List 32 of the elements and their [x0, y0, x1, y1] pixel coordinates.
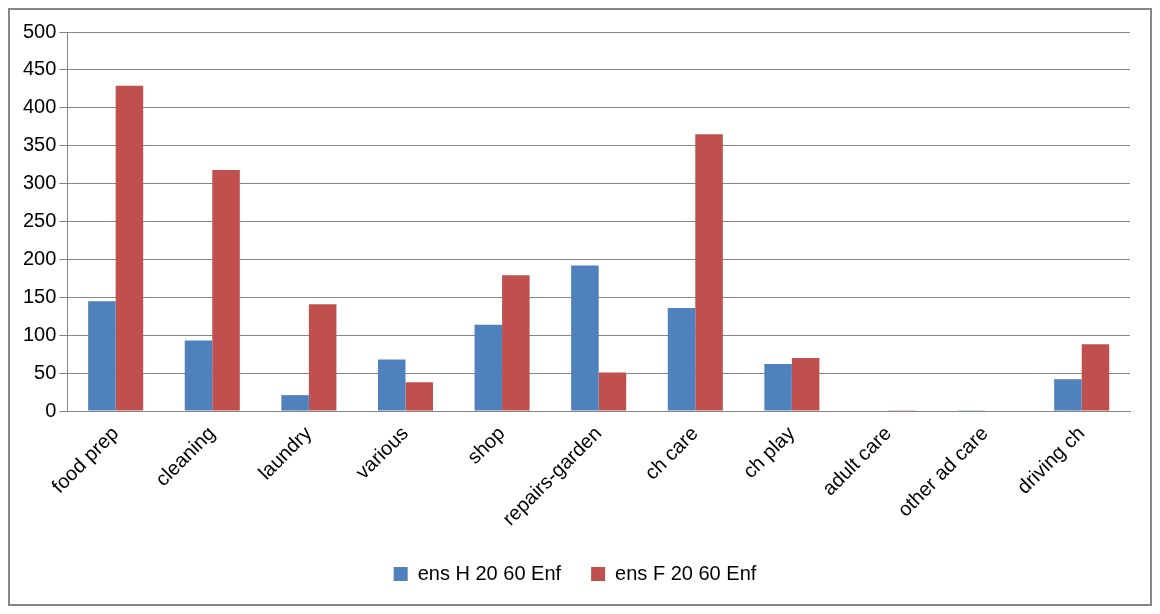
legend-label: ens F 20 60 Enf	[615, 561, 757, 584]
bar	[764, 364, 792, 411]
bar	[212, 169, 240, 411]
bar	[791, 357, 820, 411]
y-tick-label: 400	[22, 95, 57, 118]
y-tick-label: 350	[22, 133, 57, 156]
bar	[184, 340, 213, 411]
bar	[667, 307, 696, 411]
bar	[1081, 344, 1110, 411]
bar	[1054, 379, 1082, 411]
y-tick-label: 250	[22, 209, 57, 232]
bar	[308, 304, 337, 411]
bar	[115, 85, 144, 411]
y-tick-label: 100	[22, 322, 57, 345]
y-tick-label: 150	[22, 284, 57, 307]
y-tick-label: 500	[22, 19, 57, 42]
y-tick-label: 200	[22, 246, 57, 269]
bar	[571, 265, 599, 411]
bar	[502, 275, 530, 411]
bar	[405, 382, 434, 411]
y-tick-label: 300	[22, 171, 57, 194]
bar	[377, 359, 406, 411]
bar	[281, 395, 309, 411]
x-tick-label: ch care	[640, 421, 703, 484]
bar	[88, 301, 116, 411]
y-tick-label: 0	[45, 398, 57, 421]
y-tick-label: 50	[34, 360, 57, 383]
bar	[598, 372, 627, 411]
y-tick-label: 450	[22, 57, 57, 80]
legend-label: ens H 20 60 Enf	[417, 561, 562, 584]
bar	[474, 324, 503, 411]
bar	[695, 134, 723, 411]
